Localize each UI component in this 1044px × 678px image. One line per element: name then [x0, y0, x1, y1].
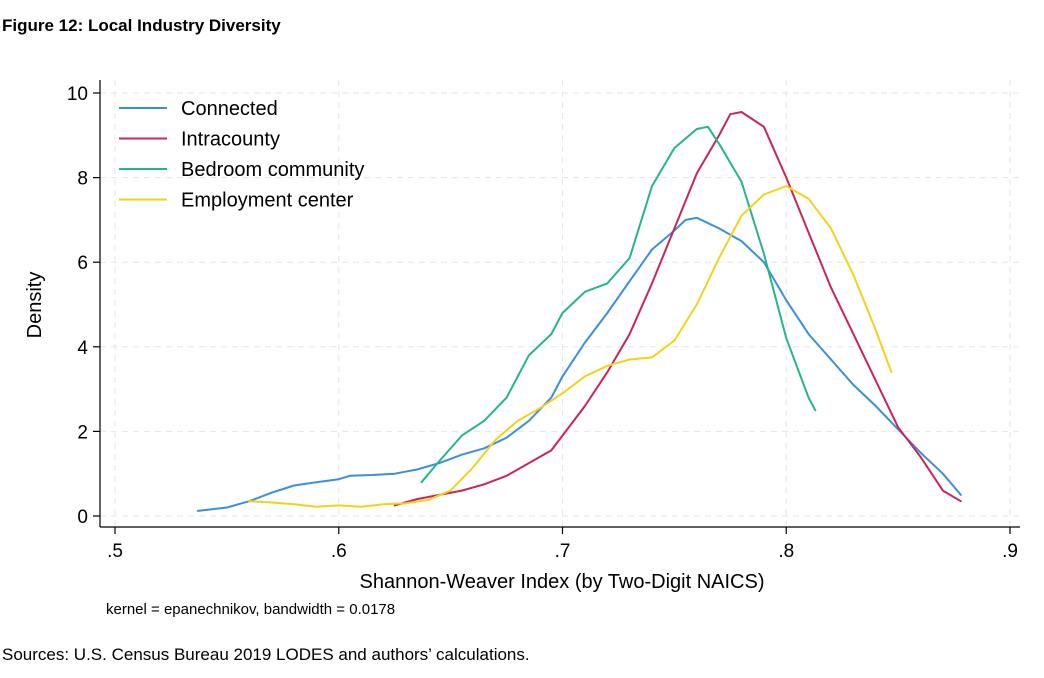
series-layer	[196, 111, 962, 512]
legend-label-bedroom-community: Bedroom community	[181, 159, 364, 181]
x-tick-label: .5	[107, 541, 123, 562]
y-axis-title: Density	[24, 272, 46, 339]
legend-label-connected: Connected	[181, 98, 278, 120]
series-line-connected	[196, 216, 962, 512]
legend: Connected Intracounty Bedroom community Emp…	[119, 98, 364, 212]
plot-area-background	[0, 62, 1044, 627]
y-tick-label: 2	[77, 422, 88, 443]
y-tick-label: 4	[77, 338, 88, 359]
kernel-note: kernel = epanechnikov, bandwidth = 0.017…	[106, 601, 395, 618]
x-tick-label: .8	[778, 541, 794, 562]
axes-layer: 0 2 4 6 8 10 .5 .6 .7 .8 .9	[67, 80, 1020, 562]
legend-label-intracounty: Intracounty	[181, 129, 280, 151]
y-tick-label: 8	[77, 169, 88, 190]
source-note: Sources: U.S. Census Bureau 2019 LODES a…	[2, 645, 530, 664]
x-tick-label: .7	[555, 541, 571, 562]
x-tick-label: .6	[331, 541, 347, 562]
grid-layer	[100, 80, 1020, 527]
series-line-bedroom-community	[420, 125, 817, 484]
y-tick-label: 0	[77, 507, 88, 528]
y-tick-label: 6	[77, 253, 88, 274]
y-tick-label: 10	[67, 84, 88, 105]
figure-title: Figure 12: Local Industry Diversity	[2, 16, 281, 35]
x-tick-label: .9	[1002, 541, 1018, 562]
legend-label-employment-center: Employment center	[181, 190, 354, 212]
series-line-intracounty	[393, 111, 962, 507]
series-line-employment-center	[248, 185, 893, 508]
x-axis-title: Shannon-Weaver Index (by Two-Digit NAICS…	[360, 571, 765, 593]
